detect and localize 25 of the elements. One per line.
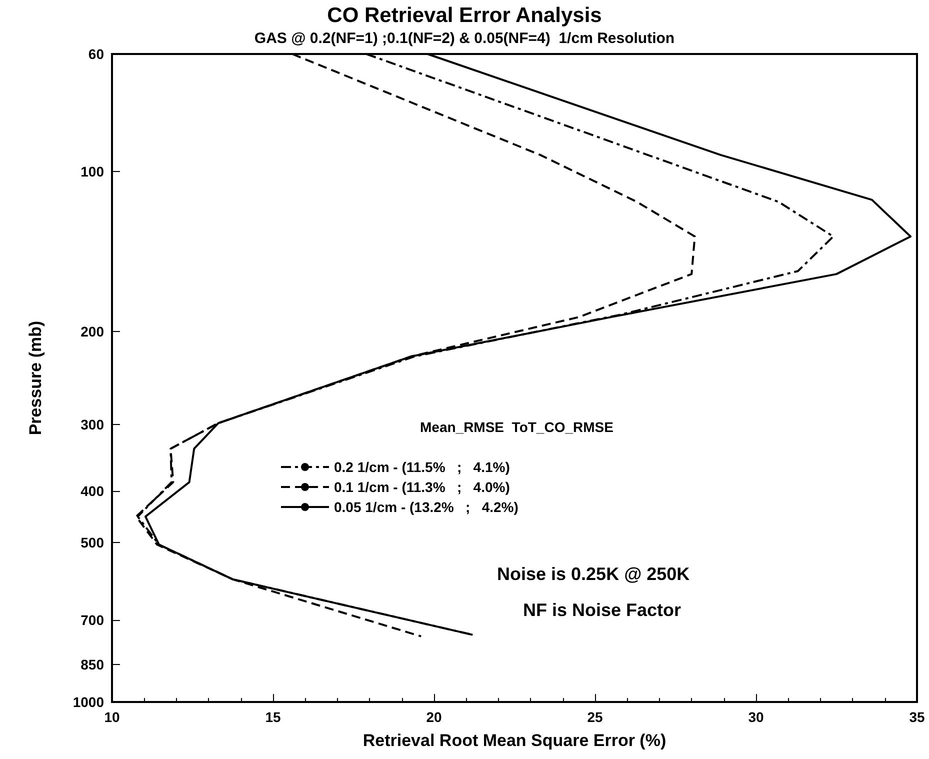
y-tick-label: 400 xyxy=(80,482,104,499)
y-axis-title: Pressure (mb) xyxy=(26,320,45,436)
y-tick-label: 500 xyxy=(80,534,104,550)
annotation: Noise is 0.25K @ 250K xyxy=(497,564,690,584)
annotation: NF is Noise Factor xyxy=(523,600,682,620)
legend-label: 0.05 1/cm - (13.2% ; 4.2%) xyxy=(334,499,518,515)
y-tick-label: 700 xyxy=(80,612,104,628)
x-axis-title: Retrieval Root Mean Square Error (%) xyxy=(362,731,666,750)
legend-label: 0.2 1/cm - (11.5% ; 4.1%) xyxy=(334,459,510,475)
y-tick-label: 300 xyxy=(80,416,104,433)
x-tick-label: 10 xyxy=(104,709,120,725)
chart-title: CO Retrieval Error Analysis xyxy=(327,4,602,27)
x-tick-label: 15 xyxy=(265,709,281,725)
x-tick-label: 20 xyxy=(426,709,442,725)
y-tick-label: 100 xyxy=(80,164,104,180)
chart-subtitle: GAS @ 0.2(NF=1) ;0.1(NF=2) & 0.05(NF=4) 1/cm Resolution xyxy=(254,30,675,47)
x-tick-label: 35 xyxy=(909,709,925,725)
x-tick-label: 30 xyxy=(748,709,764,725)
y-tick-label: 1000 xyxy=(72,694,104,710)
y-tick-label: 200 xyxy=(80,323,104,340)
legend-label: 0.1 1/cm - (11.3% ; 4.0%) xyxy=(334,479,510,495)
x-tick-label: 25 xyxy=(587,709,603,725)
y-tick-label: 60 xyxy=(88,46,104,62)
y-tick-label: 850 xyxy=(80,656,104,673)
legend-title: Mean_RMSE ToT_CO_RMSE xyxy=(420,419,614,435)
